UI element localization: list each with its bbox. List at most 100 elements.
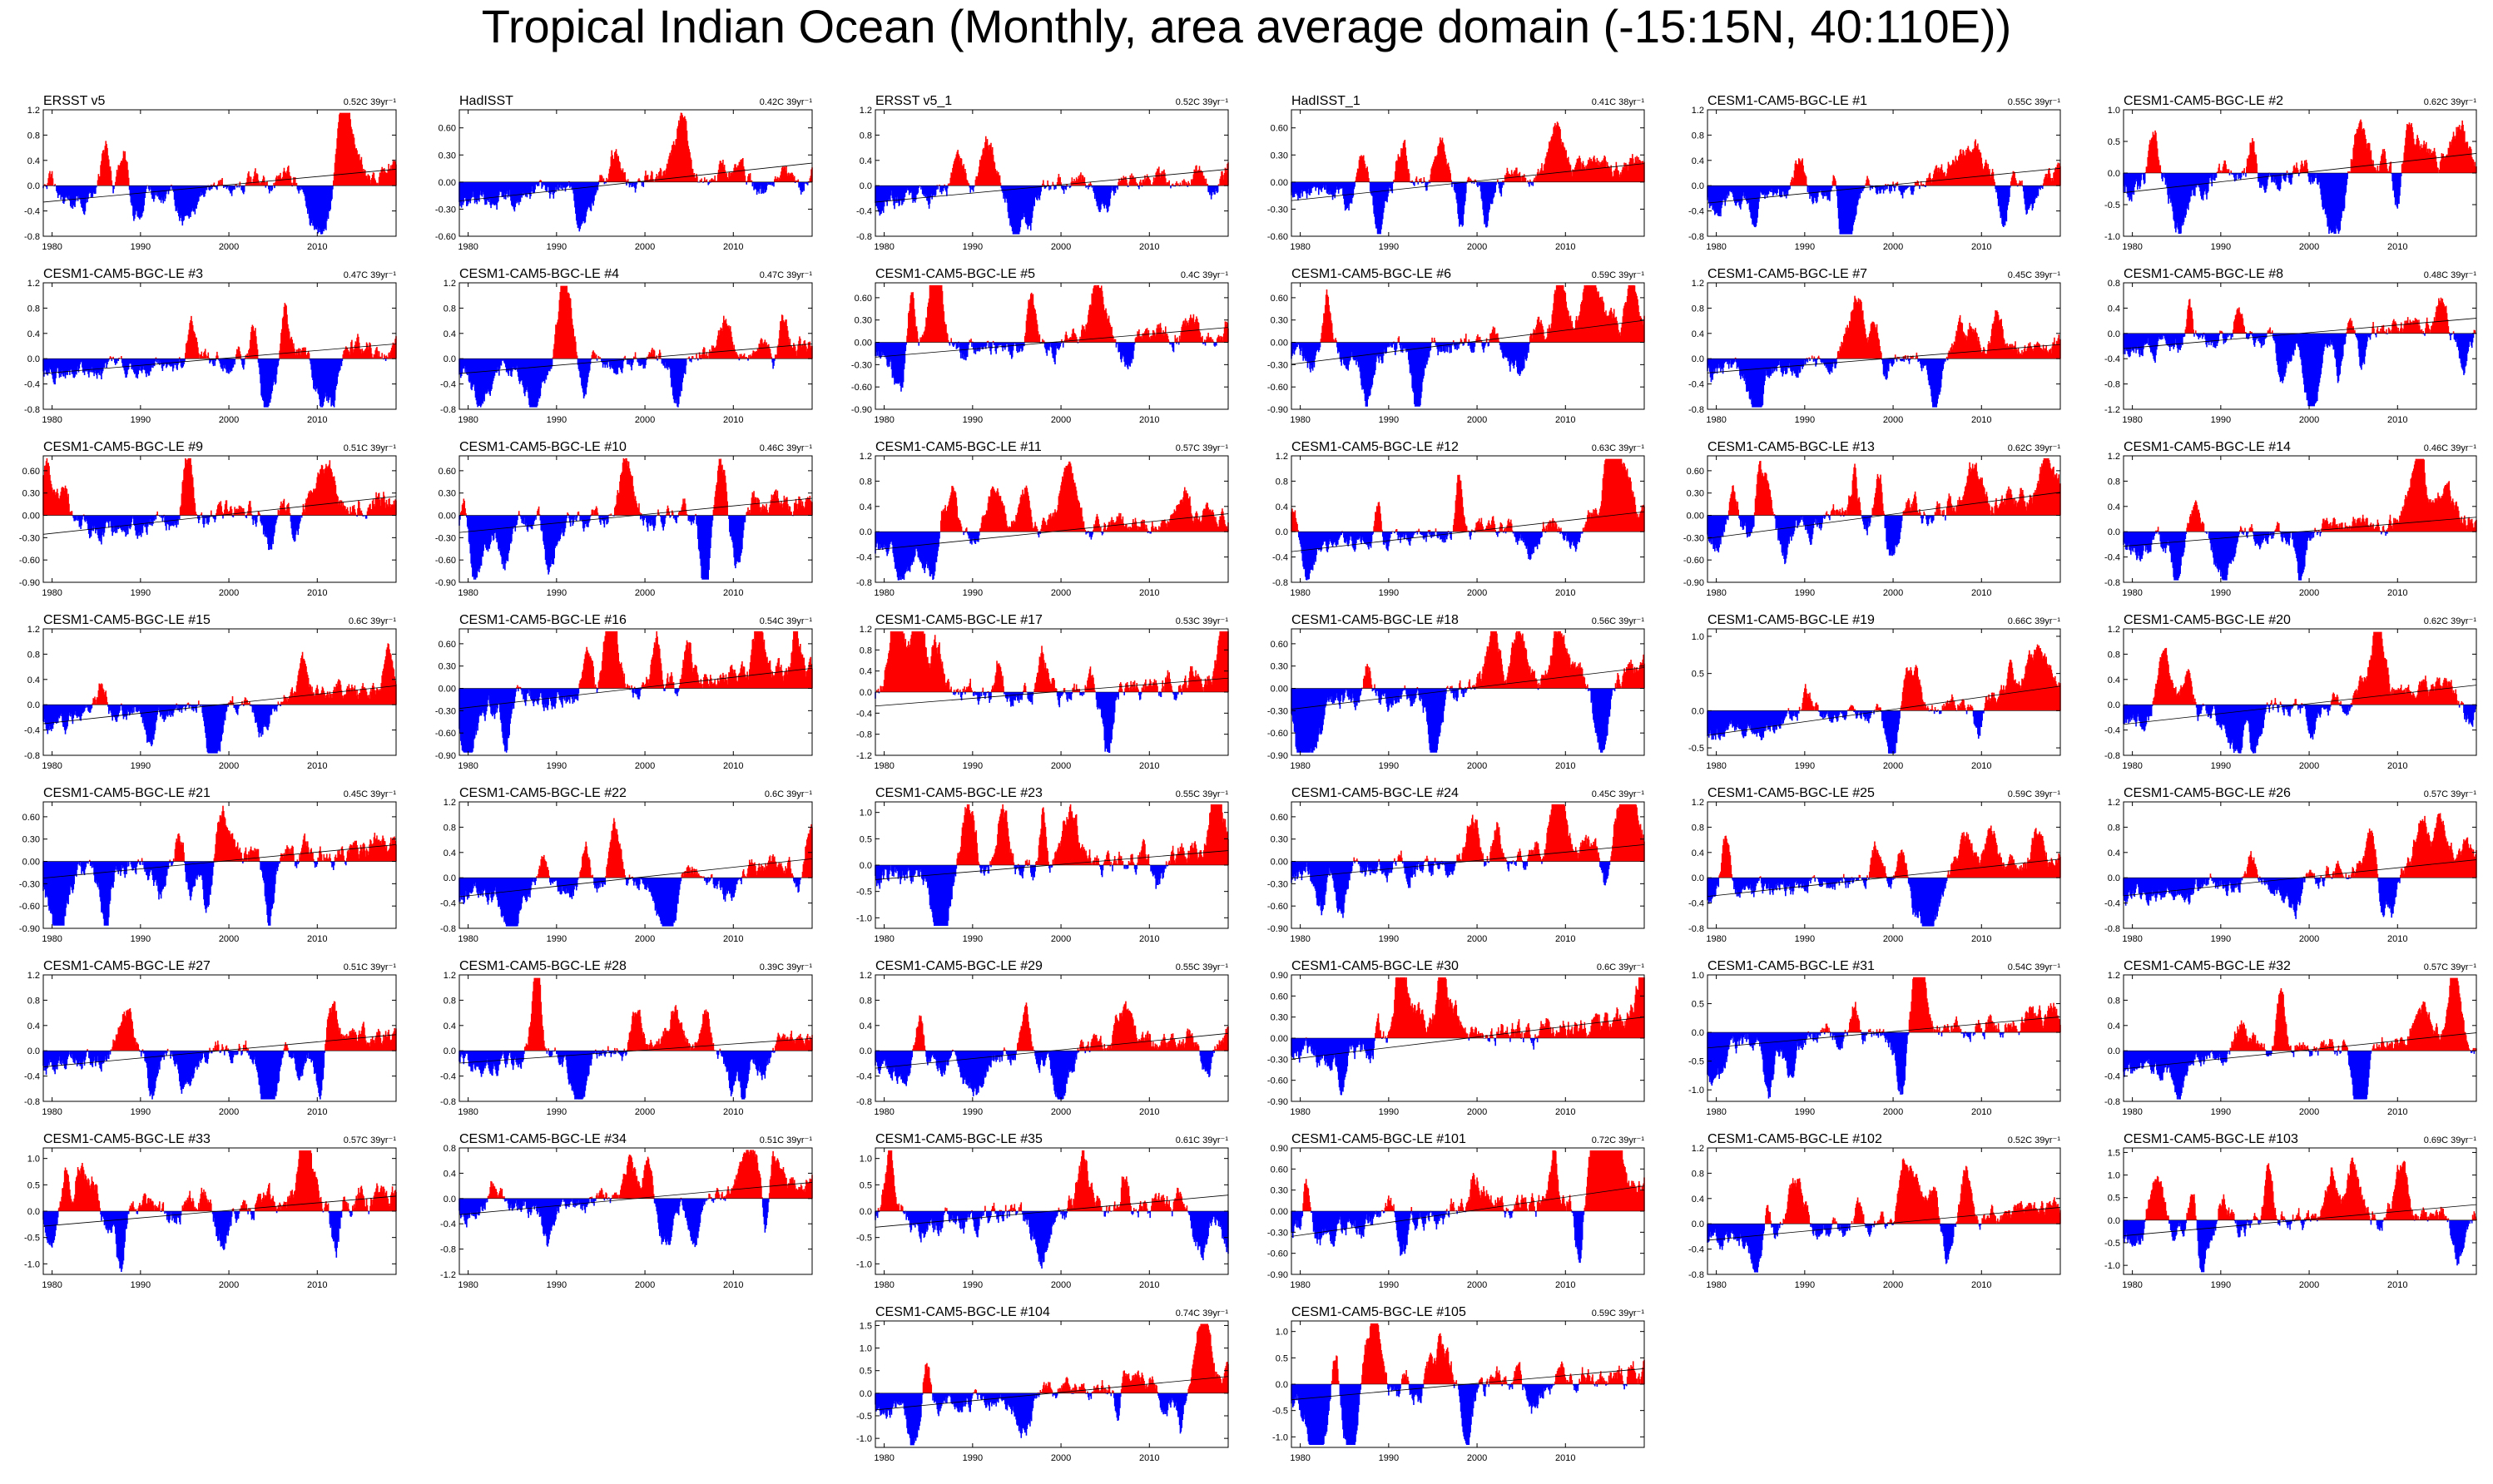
x-tick-label: 2000	[635, 242, 655, 252]
x-tick-label: 1990	[1795, 588, 1815, 598]
y-tick-label: -0.4	[24, 207, 40, 217]
negative-anomaly-area	[875, 186, 1221, 235]
sst-panel: CESM1-CAM5-BGC-LE #22 0.6C 39yr⁻¹ -0.8 -0.4…	[440, 786, 813, 944]
positive-anomaly-area	[459, 458, 813, 516]
y-tick-label: 0.0	[860, 688, 872, 698]
y-tick-label: 0.4	[2108, 304, 2120, 314]
y-tick-label: 0.30	[22, 835, 40, 845]
panel-title: CESM1-CAM5-BGC-LE #23	[875, 786, 1043, 800]
y-tick-label: -0.60	[19, 902, 40, 912]
x-tick-label: 2010	[2387, 415, 2407, 425]
plot-frame	[875, 1320, 1229, 1448]
y-tick-label: 0.0	[2108, 1216, 2120, 1226]
y-tick-label: 0.30	[439, 151, 456, 161]
y-tick-label: 0.30	[1271, 151, 1288, 161]
y-tick-label: 0.0	[27, 700, 40, 710]
x-tick-label: 2010	[2387, 588, 2407, 598]
y-tick-label: 0.30	[855, 316, 872, 326]
x-tick-label: 1980	[1290, 242, 1310, 252]
y-tick-label: 0.5	[27, 1180, 40, 1190]
y-tick-label: 0.60	[439, 640, 456, 650]
y-tick-label: -0.4	[856, 207, 872, 217]
y-tick-label: 0.8	[444, 996, 456, 1006]
sst-panel: CESM1-CAM5-BGC-LE #27 0.51C 39yr⁻¹ -0.8 -0.…	[24, 959, 397, 1117]
x-tick-label: 2010	[1971, 1107, 1991, 1117]
y-tick-label: -0.8	[440, 924, 456, 934]
panel-title: CESM1-CAM5-BGC-LE #25	[1707, 786, 1875, 800]
x-tick-label: 2000	[1467, 1280, 1487, 1290]
x-tick-label: 1990	[1795, 934, 1815, 944]
y-tick-label: 0.30	[1271, 316, 1288, 326]
trend-line	[458, 497, 813, 533]
y-tick-label: 0.0	[2108, 527, 2120, 537]
x-tick-label: 2010	[1555, 588, 1575, 598]
x-tick-label: 2010	[1555, 415, 1575, 425]
y-tick-label: 0.60	[1271, 813, 1288, 823]
x-tick-label: 1990	[1379, 1280, 1399, 1290]
plot-frame	[2123, 801, 2477, 929]
trend-line	[1291, 319, 1645, 365]
plot-frame	[2123, 1147, 2477, 1275]
y-tick-label: -0.8	[440, 405, 456, 415]
negative-anomaly-area	[2123, 1219, 2473, 1273]
negative-anomaly-area	[2123, 532, 2388, 581]
x-tick-label: 2010	[2387, 761, 2407, 771]
panel-title: CESM1-CAM5-BGC-LE #26	[2124, 786, 2291, 800]
y-tick-label: 0.60	[1271, 124, 1288, 134]
y-tick-label: 0.60	[22, 467, 40, 477]
sst-panel: CESM1-CAM5-BGC-LE #5 0.4C 39yr⁻¹ -0.90 -0.6…	[851, 267, 1229, 425]
x-tick-label: 2010	[307, 1107, 327, 1117]
y-tick-label: 0.4	[2108, 848, 2120, 858]
sst-panel: ERSST v5_1 0.52C 39yr⁻¹ -0.8 -0.4 0.0 0.4 0.8 1…	[856, 94, 1229, 252]
trend-line	[1707, 344, 2061, 373]
y-tick-label: 0.0	[1276, 527, 1288, 537]
plot-frame	[875, 455, 1229, 583]
x-tick-label: 2000	[1467, 1107, 1487, 1117]
y-tick-label: -0.5	[856, 1234, 872, 1244]
positive-anomaly-area	[487, 1150, 813, 1199]
y-tick-label: 0.60	[1687, 467, 1704, 477]
panel-title: CESM1-CAM5-BGC-LE #31	[1707, 959, 1875, 973]
y-tick-label: 1.2	[27, 106, 40, 116]
negative-anomaly-area	[2123, 1051, 2476, 1100]
y-tick-label: 0.4	[444, 848, 456, 858]
y-tick-label: -0.8	[1688, 1270, 1704, 1280]
x-tick-label: 1980	[2122, 242, 2142, 252]
plot-frame	[458, 628, 813, 756]
negative-anomaly-area	[1291, 1211, 1585, 1264]
x-tick-label: 1980	[2122, 761, 2142, 771]
x-tick-label: 1980	[42, 588, 62, 598]
x-tick-label: 2010	[1139, 588, 1159, 598]
sst-panel: CESM1-CAM5-BGC-LE #3 0.47C 39yr⁻¹ -0.8 -0.4…	[24, 267, 397, 425]
sst-panel: CESM1-CAM5-BGC-LE #18 0.56C 39yr⁻¹ -0.90 -0…	[1267, 613, 1645, 771]
y-tick-label: 0.8	[27, 650, 40, 660]
positive-anomaly-area	[1320, 284, 1645, 343]
plot-frame	[875, 109, 1229, 237]
x-tick-label: 1980	[458, 1107, 478, 1117]
x-tick-label: 1990	[131, 588, 151, 598]
y-tick-label: -0.60	[19, 556, 40, 566]
trend-line	[1707, 492, 2061, 539]
x-tick-label: 2000	[1883, 761, 1903, 771]
x-tick-label: 2010	[1971, 1280, 1991, 1290]
panel-title: CESM1-CAM5-BGC-LE #14	[2124, 440, 2291, 454]
sst-panel: CESM1-CAM5-BGC-LE #21 0.45C 39yr⁻¹ -0.90 -0…	[19, 786, 397, 944]
x-tick-label: 1980	[458, 415, 478, 425]
x-tick-label: 1980	[874, 588, 894, 598]
x-tick-label: 2010	[307, 242, 327, 252]
trend-line	[458, 858, 813, 898]
positive-anomaly-area	[538, 112, 813, 182]
y-tick-label: 0.0	[1692, 1028, 1704, 1038]
y-tick-label: 1.2	[860, 106, 872, 116]
y-tick-label: -0.30	[1267, 1055, 1288, 1065]
positive-anomaly-area	[1727, 458, 2061, 516]
panel-trend-label: 0.48C 39yr⁻¹	[2424, 270, 2477, 280]
y-tick-label: -0.8	[2104, 1097, 2120, 1107]
panel-title: ERSST v5	[43, 94, 106, 108]
sst-panel: HadISST_1 0.41C 38yr⁻¹ -0.60 -0.30 0.00 0.30 0…	[1267, 94, 1645, 252]
x-tick-label: 2010	[723, 934, 743, 944]
sst-panel: CESM1-CAM5-BGC-LE #1 0.55C 39yr⁻¹ -0.8 -0.4…	[1688, 94, 2061, 252]
negative-anomaly-area	[1707, 359, 1949, 408]
x-tick-label: 2010	[1139, 934, 1159, 944]
